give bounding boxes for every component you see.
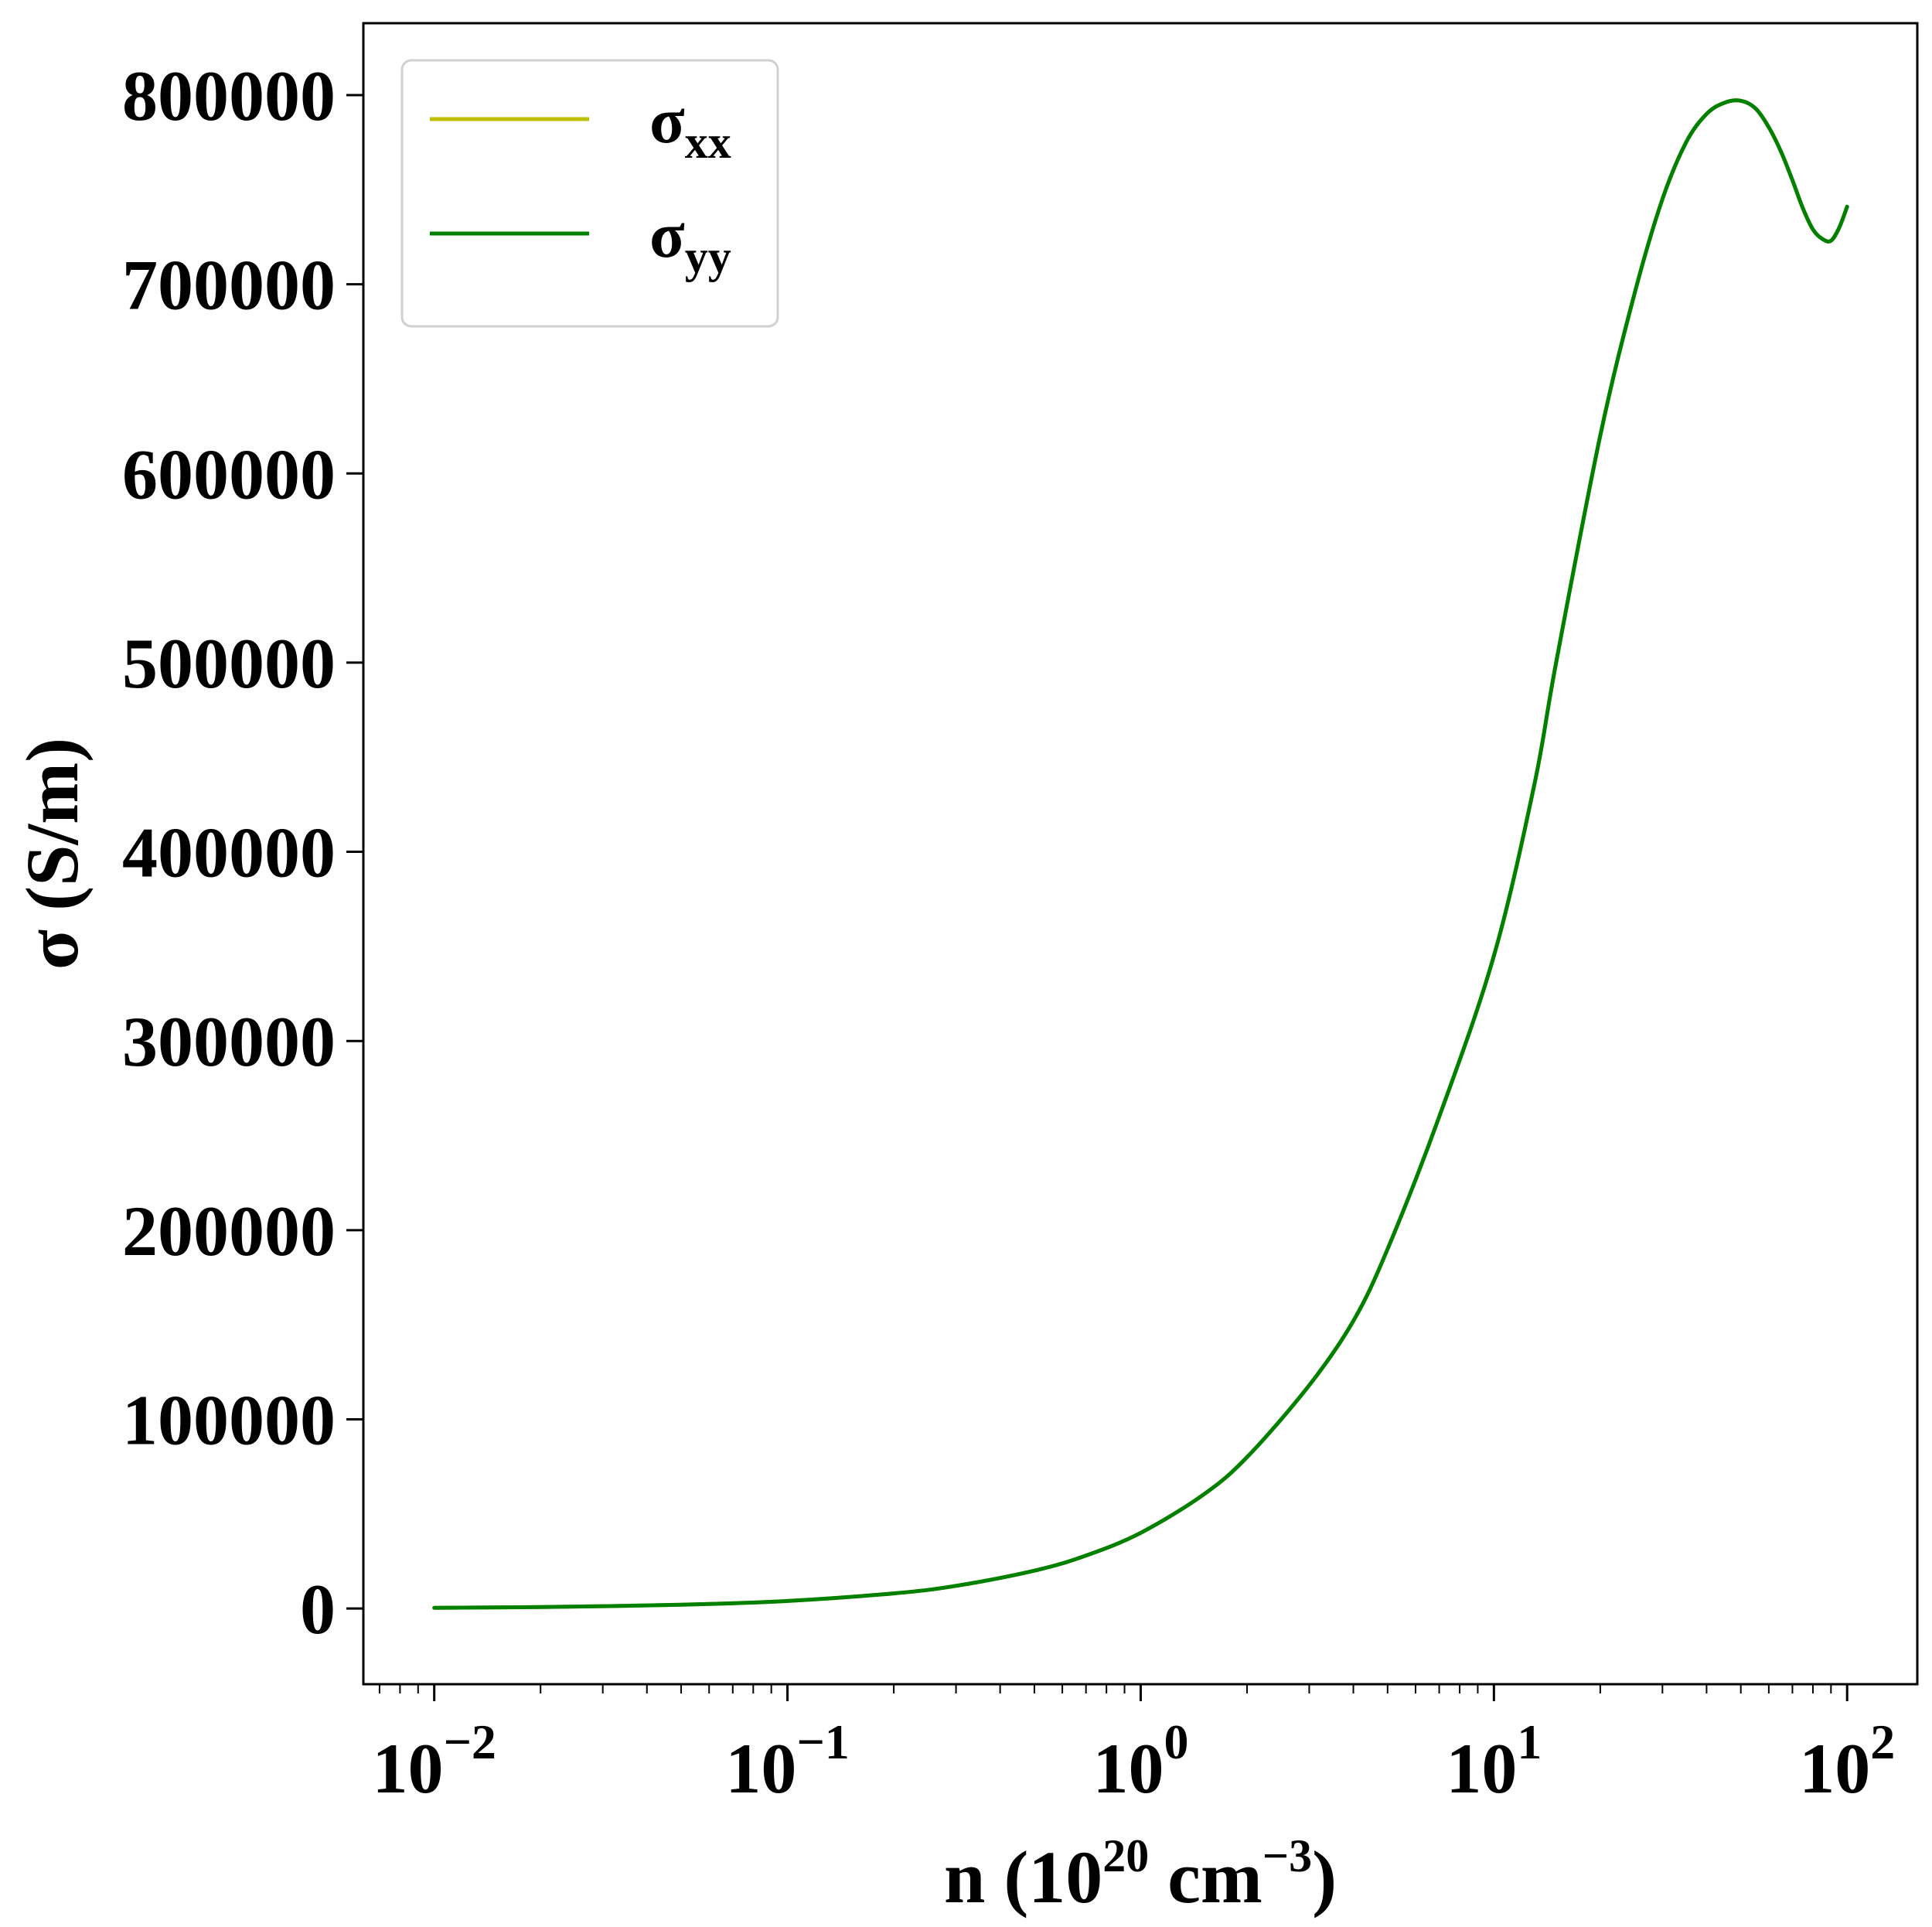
y-tick-label-0: 0 bbox=[300, 1570, 336, 1649]
y-tick-label-7: 700000 bbox=[122, 246, 336, 325]
x-axis-title-exponent-1: 20 bbox=[1102, 1830, 1149, 1881]
legend-label-sigma-xx: σxx bbox=[649, 85, 731, 168]
x-tick-label-0: 10−2 bbox=[372, 1714, 496, 1808]
y-axis-ticks: 0 100000 200000 300000 400000 500000 600000 700… bbox=[122, 56, 363, 1649]
legend-label-sigma-xx-base: σ bbox=[649, 85, 685, 157]
legend-label-sigma-yy-base: σ bbox=[649, 200, 685, 271]
x-tick-label-4: 102 bbox=[1799, 1714, 1895, 1808]
legend-label-sigma-yy-sub: yy bbox=[685, 231, 731, 282]
x-tick-label-3: 101 bbox=[1446, 1714, 1542, 1808]
legend-label-sigma-xx-sub: xx bbox=[685, 117, 731, 168]
series-layer bbox=[432, 98, 1849, 1610]
y-tick-label-2: 200000 bbox=[122, 1192, 336, 1270]
y-axis-title: σ (S/m) bbox=[11, 738, 94, 970]
x-tick-label-1: 10−1 bbox=[725, 1714, 849, 1808]
x-axis-title-unit: cm bbox=[1149, 1836, 1262, 1918]
legend: σxx σyy bbox=[400, 59, 779, 328]
x-axis-title-suffix: ) bbox=[1312, 1836, 1337, 1918]
y-tick-label-1: 100000 bbox=[122, 1380, 336, 1459]
y-tick-label-6: 600000 bbox=[122, 435, 336, 513]
y-tick-label-8: 800000 bbox=[122, 56, 336, 135]
legend-label-sigma-yy: σyy bbox=[649, 200, 731, 282]
x-axis-title: n (1020 cm−3) bbox=[944, 1830, 1337, 1918]
x-axis-ticks: 10−2 10−1 100 101 102 bbox=[372, 1684, 1895, 1808]
x-axis-title-exponent-2: −3 bbox=[1262, 1830, 1312, 1881]
y-tick-label-3: 300000 bbox=[122, 1002, 336, 1081]
series-line-1 bbox=[432, 98, 1849, 1610]
y-tick-label-4: 400000 bbox=[122, 813, 336, 892]
x-axis-title-prefix: n (10 bbox=[944, 1836, 1102, 1918]
x-tick-label-2: 100 bbox=[1092, 1714, 1188, 1808]
legend-box bbox=[400, 59, 779, 328]
y-tick-label-5: 500000 bbox=[122, 624, 336, 703]
